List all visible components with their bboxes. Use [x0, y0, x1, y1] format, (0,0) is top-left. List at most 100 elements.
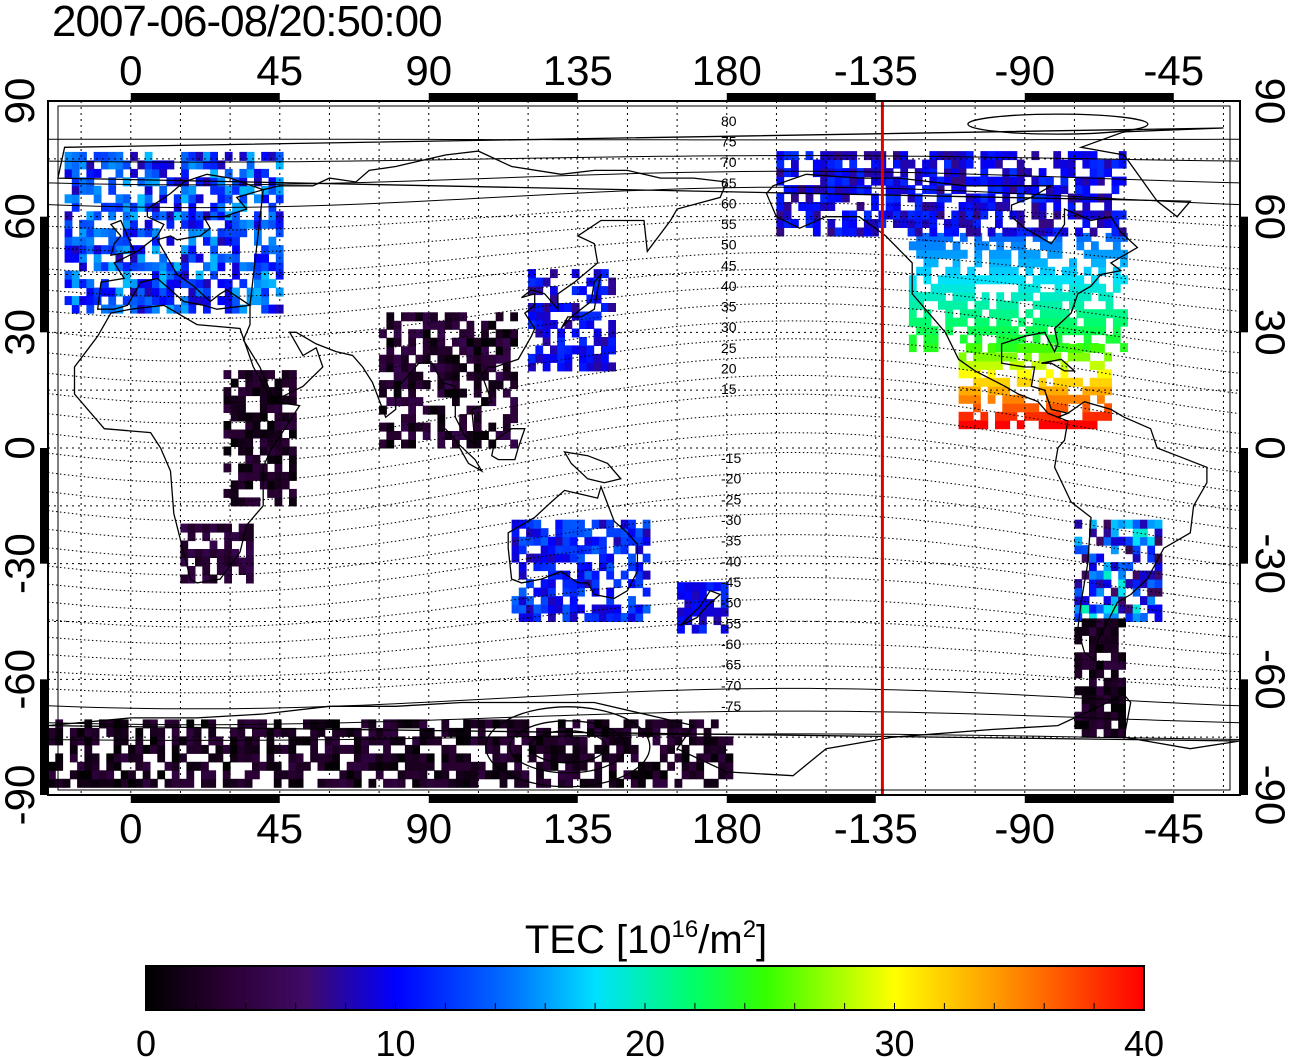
tec-cell — [463, 736, 471, 746]
tec-cell — [224, 236, 233, 246]
tec-cell — [252, 412, 261, 422]
tec-cell — [1147, 545, 1156, 555]
tec-cell — [584, 613, 593, 622]
tec-cell — [266, 753, 275, 763]
tec-cell — [502, 371, 511, 381]
tec-cell — [973, 343, 981, 353]
tec-cell — [1096, 643, 1105, 653]
tec-cell — [130, 253, 138, 263]
tec-cell — [166, 236, 175, 246]
tec-cell — [492, 744, 501, 754]
tec-cell — [856, 202, 865, 211]
tec-cell — [652, 719, 661, 729]
tec-cell — [1089, 720, 1097, 730]
tec-cell — [237, 778, 246, 788]
tec-cell — [152, 228, 160, 238]
tec-cell — [635, 579, 644, 589]
tec-cell — [273, 727, 282, 737]
tec-cell — [1054, 309, 1063, 319]
tec-cell — [62, 778, 71, 788]
tec-cell — [130, 219, 138, 229]
tec-cell — [652, 727, 661, 737]
tec-cell — [1096, 703, 1105, 713]
tec-cell — [288, 770, 297, 780]
tec-cell — [64, 279, 73, 289]
tec-cell — [958, 394, 967, 404]
tec-cell — [201, 761, 209, 771]
tec-cell — [401, 363, 409, 373]
tec-cell — [268, 177, 277, 187]
tec-cell — [652, 736, 661, 746]
tec-cell — [93, 262, 102, 272]
tec-cell — [630, 753, 639, 763]
tec-cell — [645, 761, 654, 771]
tec-cell — [1147, 553, 1156, 563]
tec-cell — [492, 736, 501, 746]
tec-cell — [159, 168, 168, 178]
tec-cell — [144, 151, 153, 161]
tec-cell — [179, 753, 187, 763]
tec-cell — [473, 380, 482, 390]
tec-cell — [181, 262, 189, 272]
tec-cell — [1132, 545, 1141, 555]
tec-cell — [415, 380, 424, 390]
tec-cell — [84, 727, 93, 737]
tec-cell — [1125, 604, 1134, 614]
tec-cell — [1132, 570, 1141, 580]
tec-cell — [987, 193, 996, 203]
tec-cell — [1118, 519, 1126, 529]
tec-cell — [108, 228, 117, 238]
coastlines — [48, 127, 1240, 777]
tec-cell — [929, 176, 938, 186]
tec-cell — [113, 761, 122, 771]
tec-cell — [923, 241, 932, 251]
tec-cell — [564, 362, 573, 372]
tec-cell — [900, 159, 909, 169]
tec-cell — [565, 753, 573, 763]
tec-cell — [466, 431, 475, 440]
tec-cell — [542, 328, 551, 338]
y-tick-label-right: 90 — [1247, 78, 1292, 125]
tec-cell — [152, 279, 160, 289]
tec-cell — [106, 761, 115, 771]
tec-cell — [1089, 613, 1097, 622]
tec-cell — [1009, 411, 1018, 421]
tec-cell — [608, 761, 617, 771]
tec-cell — [1032, 249, 1041, 259]
y-tick-label-left: 90 — [0, 78, 43, 125]
tec-cell — [317, 719, 326, 729]
tec-cell — [674, 753, 683, 763]
tec-cell — [1082, 420, 1091, 430]
tec-cell — [166, 270, 175, 280]
tec-cell — [959, 300, 968, 310]
tec-cell — [951, 210, 960, 220]
tec-cell — [261, 151, 269, 161]
tec-cell — [586, 362, 595, 372]
tec-cell — [1083, 232, 1092, 242]
tec-cell — [791, 193, 799, 203]
tec-cell — [224, 566, 232, 575]
tec-cell — [681, 727, 690, 737]
tec-cell — [936, 151, 945, 161]
tec-cell — [502, 431, 511, 440]
tec-cell — [696, 761, 705, 771]
tec-cell — [1067, 394, 1076, 404]
tec-cell — [965, 343, 974, 353]
tec-cell — [142, 778, 151, 788]
tec-cell — [720, 624, 729, 634]
y-tick-label-left: 0 — [0, 436, 43, 459]
tec-cell — [142, 719, 151, 729]
tec-cell — [452, 354, 460, 364]
tec-cell — [203, 287, 211, 297]
tec-cell — [608, 736, 617, 746]
tec-cell — [71, 304, 80, 314]
tec-cell — [71, 151, 80, 161]
tec-cell — [275, 228, 284, 238]
tec-cell — [1067, 377, 1076, 387]
tec-cell — [1125, 545, 1134, 555]
tec-cell — [252, 429, 261, 439]
tec-cell — [375, 736, 384, 746]
tec-cell — [965, 193, 974, 203]
tec-cell — [224, 296, 233, 306]
tec-cell — [1074, 669, 1083, 679]
